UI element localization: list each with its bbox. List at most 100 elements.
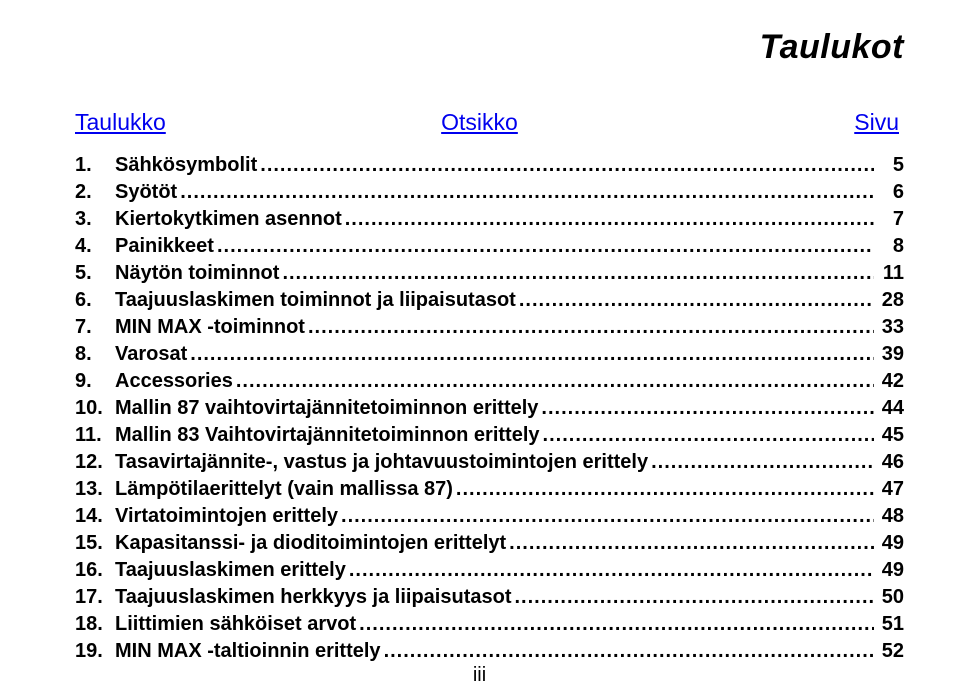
toc-leader-dots xyxy=(279,262,874,285)
toc-row[interactable]: 14.Virtatoimintojen erittely 48 xyxy=(75,505,904,528)
toc-entry-page: 28 xyxy=(874,289,904,312)
toc-row[interactable]: 11.Mallin 83 Vaihtovirtajännitetoiminnon… xyxy=(75,424,904,447)
toc-entry-number: 10. xyxy=(75,397,115,420)
toc-entry-title: MIN MAX -taltioinnin erittely xyxy=(115,640,381,663)
toc-entry-number: 8. xyxy=(75,343,115,366)
toc-row[interactable]: 6.Taajuuslaskimen toiminnot ja liipaisut… xyxy=(75,289,904,312)
toc-entry-number: 3. xyxy=(75,208,115,231)
toc-row[interactable]: 19.MIN MAX -taltioinnin erittely 52 xyxy=(75,640,904,663)
toc-row[interactable]: 8.Varosat 39 xyxy=(75,343,904,366)
toc-row[interactable]: 12.Tasavirtajännite-, vastus ja johtavuu… xyxy=(75,451,904,474)
toc-entry-number: 9. xyxy=(75,370,115,393)
toc-entry-title: Accessories xyxy=(115,370,233,393)
toc-row[interactable]: 7.MIN MAX -toiminnot 33 xyxy=(75,316,904,339)
toc-entry-page: 33 xyxy=(874,316,904,339)
toc-entry-page: 39 xyxy=(874,343,904,366)
toc-entry-page: 47 xyxy=(874,478,904,501)
toc-entry-title: Taajuuslaskimen toiminnot ja liipaisutas… xyxy=(115,289,516,312)
toc-leader-dots xyxy=(381,640,874,663)
toc-leader-dots xyxy=(511,586,874,609)
toc-entry-title: Kapasitanssi- ja dioditoimintojen eritte… xyxy=(115,532,506,555)
toc-entry-number: 12. xyxy=(75,451,115,474)
toc-row[interactable]: 1.Sähkösymbolit 5 xyxy=(75,154,904,177)
toc-leader-dots xyxy=(233,370,874,393)
toc-row[interactable]: 2.Syötöt 6 xyxy=(75,181,904,204)
toc-leader-dots xyxy=(257,154,874,177)
toc-leader-dots xyxy=(305,316,874,339)
page-number-footer: iii xyxy=(0,664,959,687)
toc-entry-page: 52 xyxy=(874,640,904,663)
toc-entry-page: 48 xyxy=(874,505,904,528)
toc-entry-number: 2. xyxy=(75,181,115,204)
toc-row[interactable]: 18.Liittimien sähköiset arvot 51 xyxy=(75,613,904,636)
toc-row[interactable]: 10.Mallin 87 vaihtovirtajännitetoiminnon… xyxy=(75,397,904,420)
toc-entry-number: 16. xyxy=(75,559,115,582)
toc-leader-dots xyxy=(538,397,874,420)
toc-header-center[interactable]: Otsikko xyxy=(441,109,518,136)
toc-entry-page: 50 xyxy=(874,586,904,609)
toc-leader-dots xyxy=(177,181,874,204)
toc-leader-dots xyxy=(516,289,874,312)
toc-entry-title: Mallin 83 Vaihtovirtajännitetoiminnon er… xyxy=(115,424,540,447)
toc-entry-number: 15. xyxy=(75,532,115,555)
toc-entry-number: 18. xyxy=(75,613,115,636)
toc-entry-title: Varosat xyxy=(115,343,187,366)
toc-entry-title: Painikkeet xyxy=(115,235,214,258)
toc-entry-title: Liittimien sähköiset arvot xyxy=(115,613,356,636)
toc-leader-dots xyxy=(506,532,874,555)
toc-entry-number: 14. xyxy=(75,505,115,528)
toc-entry-title: MIN MAX -toiminnot xyxy=(115,316,305,339)
toc-row[interactable]: 9.Accessories 42 xyxy=(75,370,904,393)
toc-entry-number: 13. xyxy=(75,478,115,501)
toc-entry-page: 49 xyxy=(874,559,904,582)
toc-leader-dots xyxy=(453,478,874,501)
toc-entry-title: Taajuuslaskimen erittely xyxy=(115,559,346,582)
toc-entry-title: Virtatoimintojen erittely xyxy=(115,505,338,528)
toc-leader-dots xyxy=(648,451,874,474)
toc-entry-number: 1. xyxy=(75,154,115,177)
toc-header-left[interactable]: Taulukko xyxy=(75,109,166,136)
toc-entry-title: Lämpötilaerittelyt (vain mallissa 87) xyxy=(115,478,453,501)
toc-entry-number: 19. xyxy=(75,640,115,663)
toc-entry-page: 11 xyxy=(874,262,904,285)
toc-entry-page: 44 xyxy=(874,397,904,420)
toc-column-headers: Taulukko Otsikko Sivu xyxy=(75,109,904,136)
toc-entry-title: Mallin 87 vaihtovirtajännitetoiminnon er… xyxy=(115,397,538,420)
toc-row[interactable]: 17.Taajuuslaskimen herkkyys ja liipaisut… xyxy=(75,586,904,609)
toc-entry-page: 6 xyxy=(874,181,904,204)
toc-entry-title: Taajuuslaskimen herkkyys ja liipaisutaso… xyxy=(115,586,511,609)
toc-entry-page: 45 xyxy=(874,424,904,447)
toc-entry-number: 17. xyxy=(75,586,115,609)
toc-row[interactable]: 3.Kiertokytkimen asennot 7 xyxy=(75,208,904,231)
document-page: Taulukot Taulukko Otsikko Sivu 1.Sähkösy… xyxy=(0,0,959,699)
page-title: Taulukot xyxy=(75,28,904,67)
toc-entry-page: 5 xyxy=(874,154,904,177)
toc-entry-title: Syötöt xyxy=(115,181,177,204)
toc-row[interactable]: 13.Lämpötilaerittelyt (vain mallissa 87)… xyxy=(75,478,904,501)
toc-leader-dots xyxy=(214,235,874,258)
toc-leader-dots xyxy=(187,343,874,366)
toc-header-right[interactable]: Sivu xyxy=(854,109,899,136)
toc-entry-title: Näytön toiminnot xyxy=(115,262,279,285)
toc-leader-dots xyxy=(342,208,874,231)
toc-entry-page: 7 xyxy=(874,208,904,231)
toc-entry-number: 4. xyxy=(75,235,115,258)
toc-row[interactable]: 16.Taajuuslaskimen erittely 49 xyxy=(75,559,904,582)
toc-entry-page: 49 xyxy=(874,532,904,555)
toc-entry-title: Kiertokytkimen asennot xyxy=(115,208,342,231)
toc-row[interactable]: 4.Painikkeet 8 xyxy=(75,235,904,258)
toc-entry-page: 42 xyxy=(874,370,904,393)
toc-leader-dots xyxy=(540,424,874,447)
toc-row[interactable]: 5.Näytön toiminnot11 xyxy=(75,262,904,285)
toc-entry-number: 7. xyxy=(75,316,115,339)
toc-leader-dots xyxy=(346,559,874,582)
toc-entry-page: 46 xyxy=(874,451,904,474)
toc-entry-page: 8 xyxy=(874,235,904,258)
toc-list: 1.Sähkösymbolit 5 2.Syötöt 6 3.Kiertokytkime… xyxy=(75,154,904,663)
toc-entry-title: Sähkösymbolit xyxy=(115,154,257,177)
toc-leader-dots xyxy=(338,505,874,528)
toc-entry-number: 6. xyxy=(75,289,115,312)
toc-entry-number: 11. xyxy=(75,424,115,447)
toc-entry-page: 51 xyxy=(874,613,904,636)
toc-row[interactable]: 15.Kapasitanssi- ja dioditoimintojen eri… xyxy=(75,532,904,555)
